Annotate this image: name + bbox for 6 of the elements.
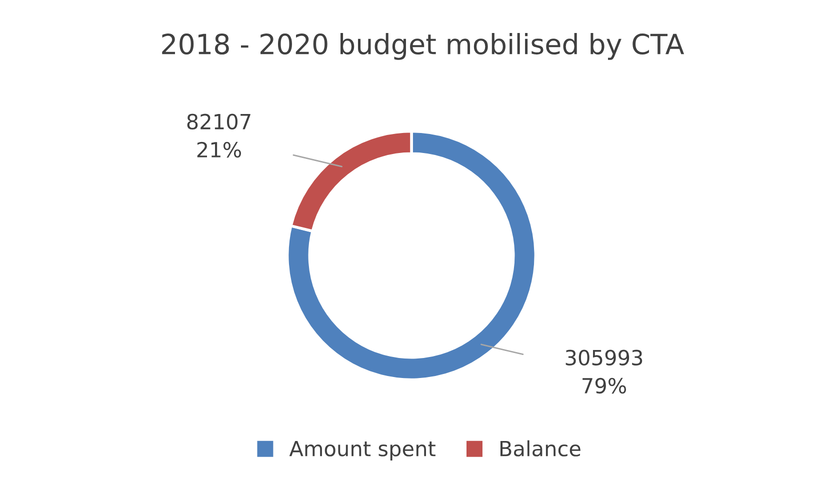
legend-label: Balance: [500, 440, 580, 456]
legend-label: Amount spent: [289, 440, 436, 460]
data-label: 82107 21%: [187, 114, 250, 158]
data-label: 305993 79%: [566, 350, 642, 394]
donut-slice: [286, 130, 538, 382]
chart-title: 2018 - 2020 budget mobilised by CTA: [162, 33, 684, 60]
